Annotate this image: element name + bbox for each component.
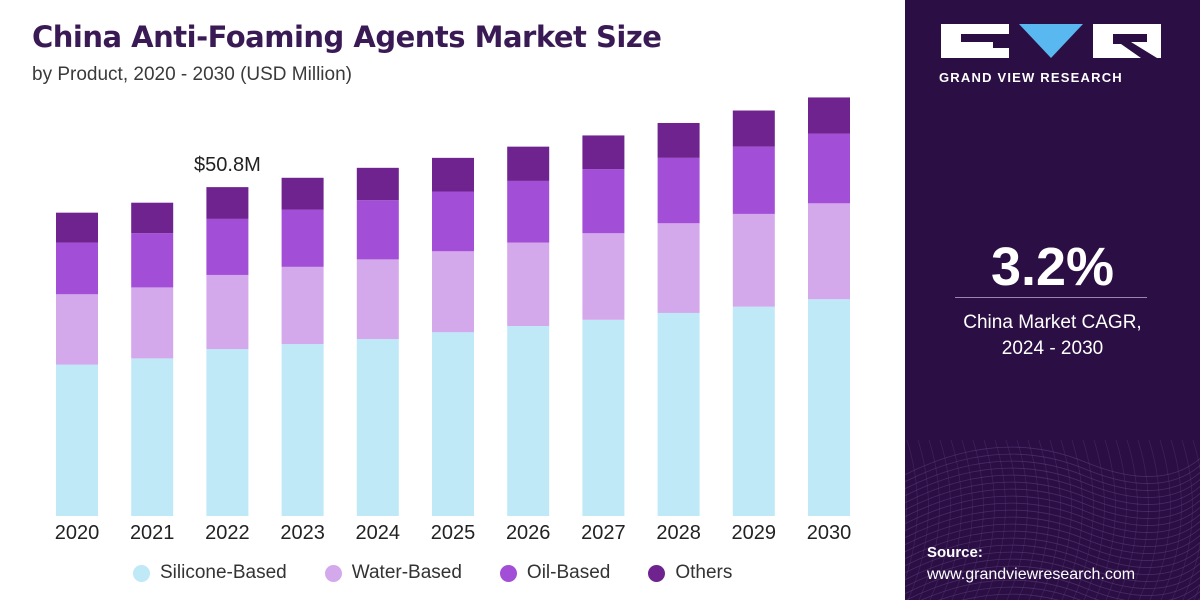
bar-segment-silicone-based-2029 (732, 306, 775, 516)
cagr-divider (955, 297, 1147, 298)
bar-segment-silicone-based-2022 (206, 349, 249, 516)
legend-label: Others (675, 562, 733, 583)
bar-segment-others-2021 (131, 202, 174, 234)
bar-segment-oil-based-2020 (56, 242, 98, 295)
bar-segment-water-based-2021 (131, 287, 174, 359)
x-tick-label: 2023 (280, 522, 325, 544)
x-tick-label: 2020 (55, 522, 100, 544)
bar-segment-others-2029 (732, 110, 775, 147)
bar-segment-water-based-2028 (657, 223, 700, 313)
brand-logo (941, 24, 1161, 58)
bar-segment-oil-based-2024 (356, 200, 399, 260)
sidebar-panel: GRAND VIEW RESEARCH 3.2% China Market CA… (905, 0, 1200, 600)
bar-segment-water-based-2020 (56, 294, 98, 365)
decorative-mesh (905, 440, 1200, 600)
bar-segment-silicone-based-2028 (657, 312, 700, 516)
legend-swatch (133, 564, 150, 582)
chart-title: China Anti-Foaming Agents Market Size (32, 20, 662, 54)
x-tick-label: 2025 (431, 522, 476, 544)
bar-segment-silicone-based-2026 (507, 326, 550, 516)
x-tick-label: 2022 (205, 522, 250, 544)
bar-segment-silicone-based-2023 (281, 344, 324, 516)
cagr-label: China Market CAGR, 2024 - 2030 (905, 310, 1200, 362)
chart-panel: China Anti-Foaming Agents Market Size by… (32, 20, 852, 584)
cagr-value: 3.2% (990, 237, 1115, 297)
bar-segment-others-2027 (582, 135, 625, 170)
bar-segment-water-based-2027 (582, 233, 625, 320)
cagr-label-line1: China Market CAGR, (963, 312, 1142, 333)
bar-segment-others-2030 (808, 97, 850, 134)
logo-block-v (1019, 24, 1083, 58)
brand-name: GRAND VIEW RESEARCH (939, 70, 1123, 85)
bar-segment-silicone-based-2030 (808, 299, 850, 516)
bar-segment-water-based-2022 (206, 274, 249, 350)
bar-segment-silicone-based-2025 (432, 332, 474, 516)
x-tick-label: 2027 (581, 522, 626, 544)
bar-segment-water-based-2025 (432, 251, 474, 333)
x-tick-label: 2029 (732, 522, 777, 544)
bar-segment-oil-based-2023 (281, 209, 324, 267)
chart-subtitle: by Product, 2020 - 2030 (USD Million) (32, 64, 352, 85)
stacked-bar-chart: 2020 2021 2022 $50.8M 2023 2024 2025 2026 2027 20… (55, 97, 852, 544)
legend-swatch (648, 564, 666, 582)
bar-segment-water-based-2029 (732, 213, 775, 307)
x-tick-label: 2021 (130, 522, 175, 544)
bar-segment-oil-based-2027 (582, 169, 625, 234)
bar-segment-oil-based-2028 (657, 157, 700, 224)
cagr-label-line2: 2024 - 2030 (1001, 338, 1104, 359)
legend-label: Oil-Based (526, 562, 611, 583)
bar-segment-others-2023 (281, 177, 324, 210)
bar-segment-others-2022 (206, 187, 249, 219)
legend-item-others: Others (648, 562, 732, 584)
bar-segment-water-based-2023 (281, 266, 324, 345)
bar-segment-others-2025 (432, 157, 474, 192)
x-tick-label: 2028 (656, 522, 701, 544)
source-label: Source: (927, 544, 983, 561)
bar-segment-silicone-based-2021 (131, 358, 174, 516)
bar-segment-oil-based-2022 (206, 218, 249, 275)
x-tick-label: 2024 (356, 522, 401, 544)
legend-label: Silicone-Based (160, 562, 287, 583)
bar-segment-others-2026 (507, 146, 550, 181)
bar-segment-water-based-2026 (507, 242, 550, 327)
bar-segment-silicone-based-2020 (56, 364, 98, 516)
bar-segment-others-2024 (356, 167, 399, 201)
data-label: $50.8M (194, 154, 261, 176)
bar-segment-water-based-2024 (356, 259, 399, 340)
legend-swatch (499, 564, 517, 582)
bar-segment-silicone-based-2027 (582, 319, 625, 516)
bar-segment-others-2020 (56, 212, 98, 243)
bar-segment-silicone-based-2024 (356, 339, 399, 516)
bar-segment-oil-based-2026 (507, 180, 550, 243)
legend-item-water-based: Water-Based (324, 562, 462, 584)
legend-label: Water-Based (351, 562, 462, 583)
bar-segment-others-2028 (657, 122, 700, 158)
bar-segment-oil-based-2030 (808, 133, 850, 204)
bar-segment-oil-based-2029 (732, 146, 775, 214)
legend-item-silicone-based: Silicone-Based (133, 562, 287, 584)
x-tick-label: 2026 (506, 522, 551, 544)
bar-segment-water-based-2030 (808, 203, 850, 300)
legend-swatch (324, 564, 342, 582)
x-tick-label: 2030 (807, 522, 852, 544)
bar-segment-oil-based-2025 (432, 191, 474, 252)
bar-segment-oil-based-2021 (131, 233, 174, 288)
legend-item-oil-based: Oil-Based (499, 562, 611, 584)
source-url[interactable]: www.grandviewresearch.com (927, 566, 1136, 583)
chart-legend: Silicone-Based Water-Based Oil-Based Others (133, 562, 770, 584)
